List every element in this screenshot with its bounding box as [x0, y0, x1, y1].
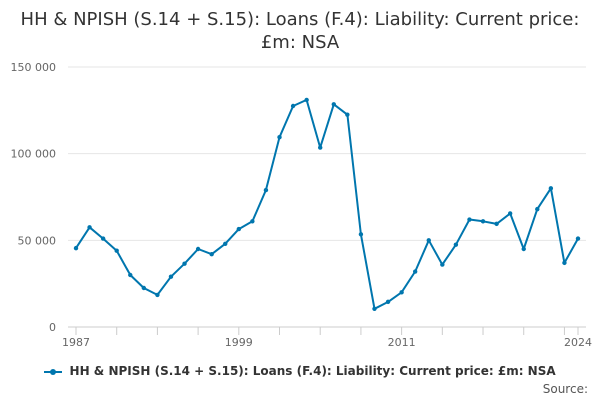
data-point: [141, 285, 147, 291]
data-point: [562, 260, 567, 266]
data-point: [426, 238, 431, 243]
data-point: [521, 246, 526, 252]
series-line: [75, 98, 579, 310]
data-point: [440, 262, 445, 267]
legend-label: HH & NPISH (S.14 + S.15): Loans (F.4): L…: [69, 364, 556, 378]
data-point: [100, 236, 106, 241]
data-point: [358, 232, 364, 237]
data-point: [372, 306, 377, 311]
data-point: [507, 211, 513, 216]
legend-swatch: [44, 367, 63, 377]
data-point: [182, 261, 187, 266]
data-point: [399, 290, 404, 295]
data-point: [290, 103, 296, 109]
data-point: [155, 292, 160, 298]
data-point: [535, 206, 540, 212]
data-point: [223, 241, 228, 246]
data-point: [87, 225, 92, 230]
x-tick-label: 2024: [564, 336, 592, 349]
y-tick-label: 0: [49, 321, 56, 334]
data-point: [236, 226, 242, 232]
data-point: [250, 219, 255, 224]
data-point: [345, 112, 350, 117]
source-label: Source:: [542, 382, 588, 396]
data-point: [209, 252, 214, 257]
y-tick-label: 150 000: [11, 61, 57, 74]
data-point: [331, 102, 336, 107]
y-tick-label: 50 000: [18, 234, 57, 247]
data-point: [168, 274, 174, 279]
x-axis: 1987 1999 2011 2024: [62, 326, 592, 349]
data-point: [114, 248, 119, 253]
data-point: [412, 269, 418, 274]
data-point: [575, 236, 581, 241]
legend[interactable]: HH & NPISH (S.14 + S.15): Loans (F.4): L…: [0, 364, 600, 378]
data-point: [195, 246, 201, 252]
y-axis: 0 50 000 100 000 150 000: [11, 61, 57, 334]
data-point: [467, 217, 472, 222]
x-tick-label: 2011: [388, 336, 416, 349]
data-point: [494, 221, 499, 227]
y-tick-label: 100 000: [11, 148, 57, 161]
chart-title: HH & NPISH (S.14 + S.15): Loans (F.4): L…: [20, 9, 580, 53]
data-point: [548, 186, 554, 191]
x-tick-label: 1987: [62, 336, 90, 349]
data-point: [263, 187, 269, 193]
data-point: [480, 219, 486, 224]
data-point: [128, 272, 133, 278]
data-point: [73, 245, 79, 251]
data-point: [304, 97, 309, 103]
data-point: [385, 299, 391, 305]
data-point: [318, 145, 323, 150]
grid-lines: [68, 66, 586, 241]
series-layer: [73, 97, 581, 311]
data-point: [277, 135, 282, 140]
x-tick-label: 1999: [225, 336, 253, 349]
data-point: [453, 242, 459, 247]
